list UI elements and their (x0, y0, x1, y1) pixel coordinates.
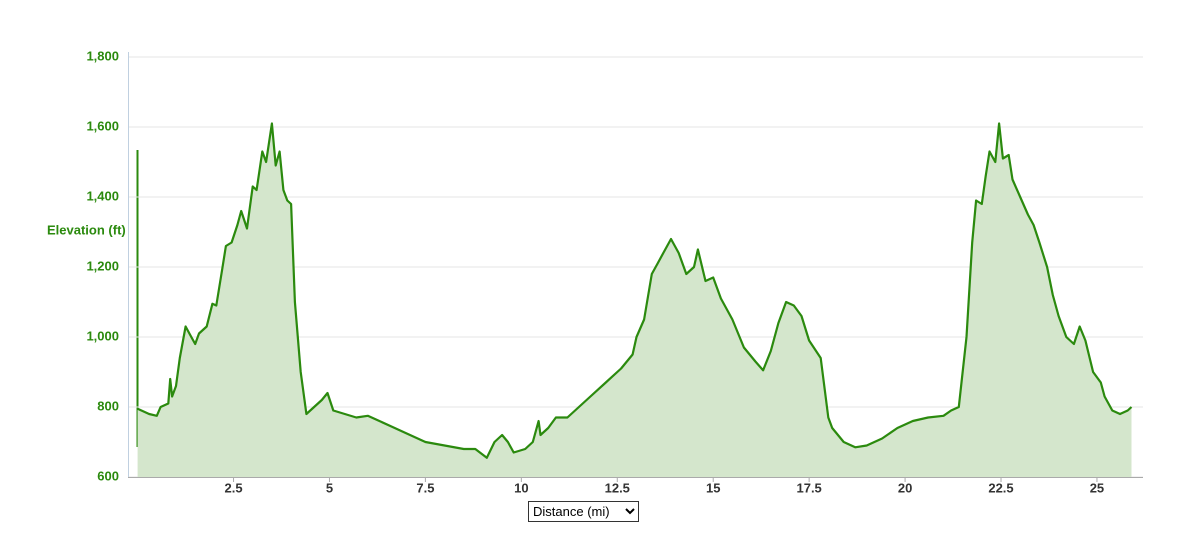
x-tick-label: 12.5 (605, 480, 630, 495)
y-tick-label: 1,800 (86, 48, 119, 63)
x-tick-label: 20 (898, 480, 912, 495)
y-tick-label: 600 (97, 468, 119, 483)
y-tick-label: 1,000 (86, 328, 119, 343)
y-tick-label: 1,400 (86, 188, 119, 203)
y-axis-label: Elevation (ft) (47, 222, 126, 237)
x-axis-select[interactable]: Distance (mi) (528, 501, 639, 522)
x-tick-label: 17.5 (796, 480, 821, 495)
x-tick-label: 25 (1090, 480, 1104, 495)
area (137, 123, 1132, 477)
y-tick-label: 1,600 (86, 118, 119, 133)
line (137, 122, 1133, 459)
x-tick-label: 5 (326, 480, 333, 495)
x-tick-label: 10 (514, 480, 528, 495)
x-tick-label: 2.5 (224, 480, 242, 495)
x-tick-label: 15 (706, 480, 720, 495)
y-tick-label: 800 (97, 398, 119, 413)
x-tick-label: 7.5 (416, 480, 434, 495)
x-tick-label: 22.5 (988, 480, 1013, 495)
y-tick-label: 1,200 (86, 258, 119, 273)
